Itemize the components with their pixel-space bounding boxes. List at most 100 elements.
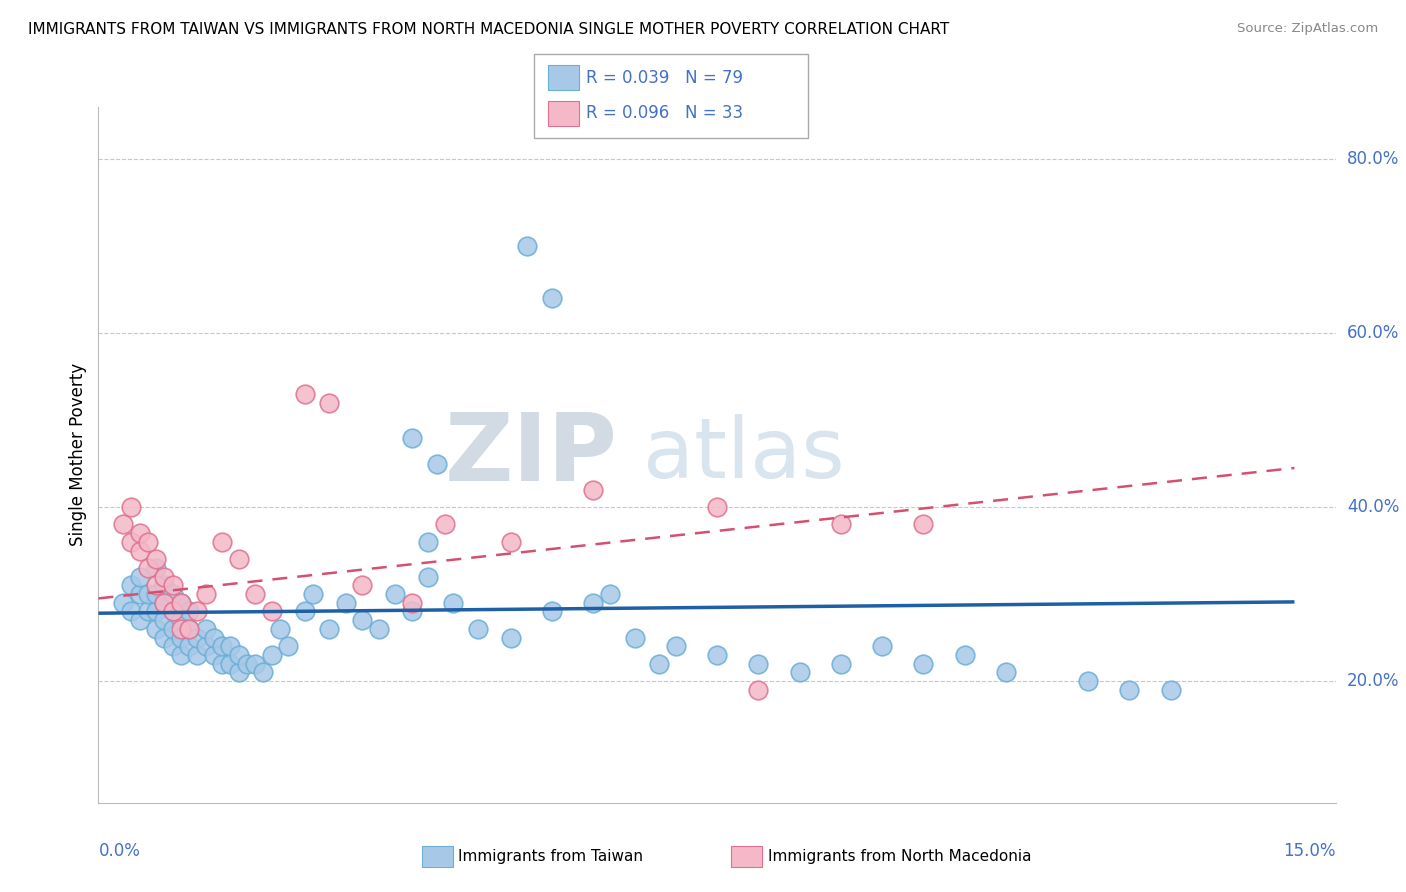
Point: [228, 648, 250, 662]
Point: [128, 613, 150, 627]
Point: [665, 639, 688, 653]
Point: [953, 648, 976, 662]
Point: [318, 395, 340, 409]
Point: [162, 587, 184, 601]
Point: [145, 587, 167, 601]
Point: [516, 239, 538, 253]
Point: [145, 552, 167, 566]
Point: [384, 587, 406, 601]
Point: [145, 622, 167, 636]
Point: [401, 605, 423, 619]
Point: [352, 613, 374, 627]
Point: [260, 605, 283, 619]
Point: [153, 569, 176, 583]
Point: [1118, 682, 1140, 697]
Point: [211, 639, 233, 653]
Point: [294, 605, 316, 619]
Point: [128, 569, 150, 583]
Point: [706, 648, 728, 662]
Text: atlas: atlas: [643, 415, 845, 495]
Point: [162, 605, 184, 619]
Point: [426, 457, 449, 471]
Point: [128, 543, 150, 558]
Point: [870, 639, 893, 653]
Point: [186, 605, 208, 619]
Text: IMMIGRANTS FROM TAIWAN VS IMMIGRANTS FROM NORTH MACEDONIA SINGLE MOTHER POVERTY : IMMIGRANTS FROM TAIWAN VS IMMIGRANTS FRO…: [28, 22, 949, 37]
Point: [170, 596, 193, 610]
Text: Source: ZipAtlas.com: Source: ZipAtlas.com: [1237, 22, 1378, 36]
Point: [912, 517, 935, 532]
Point: [418, 569, 440, 583]
Point: [294, 387, 316, 401]
Point: [277, 639, 299, 653]
Y-axis label: Single Mother Poverty: Single Mother Poverty: [69, 363, 87, 547]
Point: [1077, 674, 1099, 689]
Point: [269, 622, 291, 636]
Point: [219, 639, 242, 653]
Point: [170, 648, 193, 662]
Point: [153, 596, 176, 610]
Text: 60.0%: 60.0%: [1347, 324, 1399, 343]
Point: [1160, 682, 1182, 697]
Point: [136, 605, 159, 619]
Point: [179, 622, 201, 636]
Point: [747, 682, 769, 697]
Point: [162, 605, 184, 619]
Point: [352, 578, 374, 592]
Point: [186, 648, 208, 662]
Point: [202, 648, 225, 662]
Point: [128, 526, 150, 541]
Point: [179, 622, 201, 636]
Point: [302, 587, 325, 601]
Point: [228, 665, 250, 680]
Point: [599, 587, 621, 601]
Point: [179, 639, 201, 653]
Point: [112, 517, 135, 532]
Text: R = 0.096   N = 33: R = 0.096 N = 33: [586, 104, 744, 122]
Point: [162, 622, 184, 636]
Point: [211, 534, 233, 549]
Point: [120, 500, 142, 514]
Point: [211, 657, 233, 671]
Text: R = 0.039   N = 79: R = 0.039 N = 79: [586, 69, 744, 87]
Point: [170, 631, 193, 645]
Point: [441, 596, 464, 610]
Point: [401, 430, 423, 444]
Point: [541, 291, 564, 305]
Text: 0.0%: 0.0%: [98, 842, 141, 860]
Point: [194, 639, 217, 653]
Point: [145, 561, 167, 575]
Point: [136, 534, 159, 549]
Point: [236, 657, 259, 671]
Point: [120, 534, 142, 549]
Point: [830, 657, 852, 671]
Point: [401, 596, 423, 610]
Point: [747, 657, 769, 671]
Point: [112, 596, 135, 610]
Text: 80.0%: 80.0%: [1347, 150, 1399, 169]
Point: [582, 596, 605, 610]
Point: [136, 587, 159, 601]
Point: [145, 605, 167, 619]
Point: [170, 622, 193, 636]
Point: [170, 596, 193, 610]
Point: [499, 631, 522, 645]
Point: [170, 613, 193, 627]
Point: [648, 657, 671, 671]
Text: Immigrants from Taiwan: Immigrants from Taiwan: [458, 849, 644, 863]
Point: [433, 517, 456, 532]
Point: [912, 657, 935, 671]
Point: [202, 631, 225, 645]
Point: [194, 587, 217, 601]
Point: [243, 587, 266, 601]
Text: ZIP: ZIP: [446, 409, 619, 501]
Point: [623, 631, 645, 645]
Point: [228, 552, 250, 566]
Point: [186, 631, 208, 645]
Point: [706, 500, 728, 514]
Point: [467, 622, 489, 636]
Point: [789, 665, 811, 680]
Point: [153, 613, 176, 627]
Point: [145, 578, 167, 592]
Text: 15.0%: 15.0%: [1284, 842, 1336, 860]
